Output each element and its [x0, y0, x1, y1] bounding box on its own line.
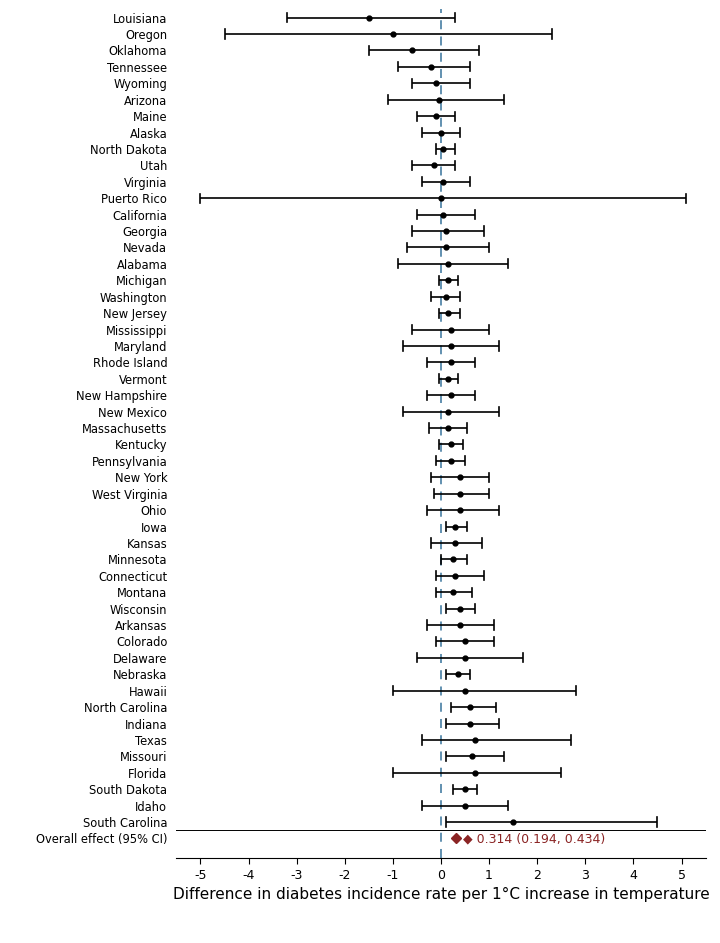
Text: ◆ 0.314 (0.194, 0.434): ◆ 0.314 (0.194, 0.434) — [464, 832, 606, 845]
X-axis label: Difference in diabetes incidence rate per 1°C increase in temperature: Difference in diabetes incidence rate pe… — [173, 887, 709, 902]
